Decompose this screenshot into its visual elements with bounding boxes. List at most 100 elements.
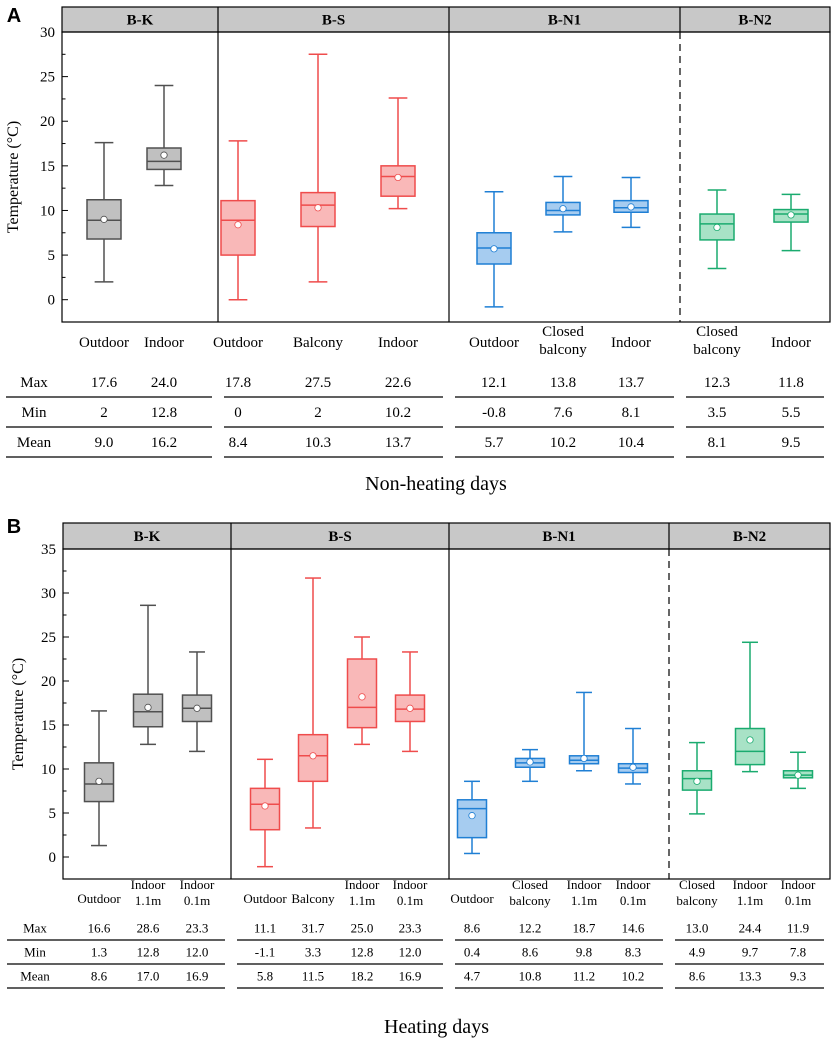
category-label: Indoor bbox=[393, 877, 428, 892]
group-header-bar bbox=[62, 522, 831, 550]
box-iqr bbox=[83, 762, 115, 803]
category-label: Indoor bbox=[144, 335, 184, 351]
category-label: Closed bbox=[542, 324, 584, 340]
category-label: Outdoor bbox=[213, 335, 263, 351]
y-tick-label: 0 bbox=[49, 850, 57, 866]
y-tick-label: 30 bbox=[41, 586, 56, 602]
box-iqr bbox=[734, 727, 766, 766]
table-cell-max: 17.6 bbox=[91, 375, 118, 391]
mean-marker bbox=[100, 215, 108, 223]
mean-marker bbox=[559, 205, 567, 213]
table-cell-max: 12.2 bbox=[519, 920, 542, 935]
mean-marker bbox=[713, 223, 721, 232]
y-tick-label: 0 bbox=[48, 293, 56, 309]
category-label: Outdoor bbox=[243, 891, 287, 906]
mean-marker bbox=[160, 151, 168, 159]
table-cell-mean: 10.4 bbox=[618, 435, 645, 451]
table-cell-mean: 8.6 bbox=[91, 968, 108, 983]
category-label: 1.1m bbox=[571, 893, 597, 908]
table-cell-max: 17.8 bbox=[225, 375, 251, 391]
table-cell-min: 9.8 bbox=[576, 944, 592, 959]
mean-marker bbox=[490, 245, 498, 253]
panel-title: Non-heating days bbox=[365, 473, 507, 495]
panel-title: Heating days bbox=[384, 1016, 489, 1038]
y-tick-label: 5 bbox=[48, 248, 56, 264]
mean-marker bbox=[314, 204, 322, 212]
category-label: Indoor bbox=[131, 877, 166, 892]
table-cell-max: 23.3 bbox=[399, 920, 422, 935]
boxplot-b-n1-indoor-01m bbox=[617, 727, 649, 785]
table-cell-min: 10.2 bbox=[385, 405, 411, 421]
table-cell-mean: 10.8 bbox=[519, 968, 542, 983]
category-label: Indoor bbox=[611, 335, 651, 351]
table-cell-min: 0.4 bbox=[464, 944, 481, 959]
table-cell-min: 3.3 bbox=[305, 944, 321, 959]
table-row-header-mean: Mean bbox=[20, 968, 50, 983]
table-row-header-min: Min bbox=[21, 405, 47, 421]
table-cell-max: 13.7 bbox=[618, 375, 645, 391]
table-cell-min: 7.8 bbox=[790, 944, 806, 959]
category-label: 0.1m bbox=[397, 893, 423, 908]
category-label: balcony bbox=[676, 893, 718, 908]
boxplot-b-n1-indoor bbox=[613, 176, 649, 229]
mean-marker bbox=[234, 221, 242, 229]
boxplot-b-k-indoor-01m bbox=[181, 651, 213, 753]
mean-marker bbox=[787, 211, 795, 219]
table-cell-max: 12.1 bbox=[481, 375, 507, 391]
table-cell-mean: 10.3 bbox=[305, 435, 331, 451]
category-label: Closed bbox=[696, 324, 738, 340]
table-row-header-max: Max bbox=[20, 375, 48, 391]
mean-marker bbox=[627, 203, 635, 211]
table-cell-mean: 8.4 bbox=[229, 435, 248, 451]
boxplot-b-s-outdoor bbox=[249, 758, 281, 868]
plot-frame bbox=[62, 548, 831, 880]
table-cell-mean: 16.2 bbox=[151, 435, 177, 451]
group-name-b-s: B-S bbox=[322, 13, 345, 29]
table-cell-max: 12.3 bbox=[704, 375, 730, 391]
mean-marker bbox=[693, 777, 701, 785]
category-label: Outdoor bbox=[79, 335, 129, 351]
y-tick-label: 15 bbox=[41, 718, 56, 734]
group-header-bar bbox=[61, 6, 831, 33]
table-cell-max: 28.6 bbox=[137, 920, 160, 935]
table-cell-max: 8.6 bbox=[464, 920, 481, 935]
table-cell-mean: 5.8 bbox=[257, 968, 273, 983]
category-label: Indoor bbox=[616, 877, 651, 892]
y-axis-label: Temperature (°C) bbox=[5, 121, 22, 233]
boxplot-b-k-outdoor bbox=[86, 141, 122, 283]
y-tick-label: 20 bbox=[41, 674, 56, 690]
y-tick-label: 35 bbox=[41, 542, 56, 558]
table-cell-mean: 18.2 bbox=[351, 968, 374, 983]
table-cell-min: 12.0 bbox=[399, 944, 422, 959]
boxplot-b-s-indoor-01m bbox=[394, 651, 426, 753]
table-cell-min: -1.1 bbox=[255, 944, 276, 959]
group-name-b-s: B-S bbox=[328, 529, 351, 545]
mean-marker bbox=[261, 802, 269, 810]
mean-marker bbox=[95, 777, 103, 785]
boxplot-b-k-outdoor bbox=[83, 710, 115, 847]
category-label: Closed bbox=[679, 877, 716, 892]
table-cell-min: 0 bbox=[234, 405, 242, 421]
table-cell-min: 2 bbox=[100, 405, 108, 421]
table-cell-max: 27.5 bbox=[305, 375, 331, 391]
boxplot-b-n1-closed-balcony bbox=[514, 748, 546, 783]
mean-marker bbox=[406, 704, 414, 712]
category-label: 0.1m bbox=[620, 893, 646, 908]
category-label: Closed bbox=[512, 877, 549, 892]
category-label: balcony bbox=[693, 342, 741, 358]
boxplot-b-k-indoor bbox=[146, 84, 182, 187]
table-cell-mean: 16.9 bbox=[186, 968, 209, 983]
category-label: 1.1m bbox=[135, 893, 161, 908]
boxplot-b-n2-indoor-01m bbox=[782, 751, 814, 790]
table-cell-min: 5.5 bbox=[782, 405, 801, 421]
mean-marker bbox=[193, 704, 201, 712]
table-cell-mean: 16.9 bbox=[399, 968, 422, 983]
table-cell-mean: 10.2 bbox=[550, 435, 576, 451]
group-name-b-k: B-K bbox=[127, 13, 154, 29]
table-cell-max: 23.3 bbox=[186, 920, 209, 935]
y-tick-label: 30 bbox=[40, 25, 55, 41]
y-tick-label: 25 bbox=[40, 70, 55, 86]
y-tick-label: 10 bbox=[40, 203, 55, 219]
boxplot-b-s-indoor-11m bbox=[346, 636, 378, 746]
